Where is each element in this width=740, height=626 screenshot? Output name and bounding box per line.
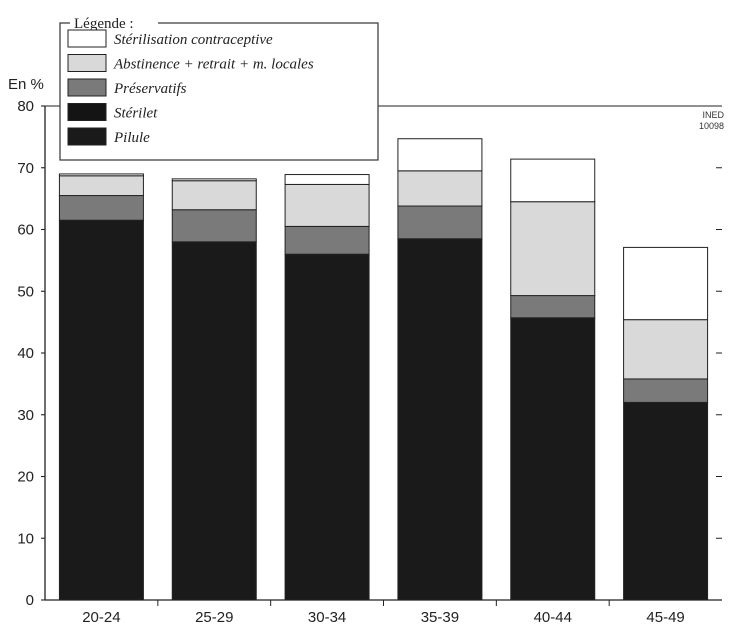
bar-segment-25-29-2 (171, 209, 257, 243)
bar-segment-30-34-4 (284, 174, 370, 185)
legend: Légende : Stérilisation contraceptive Abs… (59, 12, 379, 161)
legend-swatch (67, 54, 107, 72)
legend-title-backdrop (70, 12, 158, 32)
plot-frame (44, 105, 722, 601)
bar-segment-20-24-4 (58, 173, 144, 177)
y-tick-label: 70 (17, 160, 34, 177)
y-tick-label: 10 (17, 530, 34, 547)
bar-segment-25-29-0 (171, 241, 257, 601)
y-tick-label: 0 (26, 592, 34, 609)
legend-label: Stérilisation contraceptive (114, 32, 273, 48)
y-tick-label: 80 (17, 98, 34, 115)
legend-title: Légende : (74, 16, 134, 32)
y-tick-label: 60 (17, 222, 34, 239)
x-tick-label: 20-24 (82, 609, 120, 626)
legend-swatch (67, 103, 107, 121)
bar-segment-40-44-3 (510, 201, 596, 297)
bar-segment-35-39-3 (397, 170, 483, 207)
x-tick-label: 40-44 (534, 609, 572, 626)
y-axis: 0 10 20 30 40 50 60 70 80 (17, 98, 722, 609)
bars-group (58, 138, 709, 601)
x-axis: 20-24 25-29 30-34 35-39 40-44 45-49 (82, 600, 685, 626)
bar-segment-45-49-3 (623, 319, 709, 380)
legend-swatch (67, 29, 107, 48)
bar-segment-35-39-4 (397, 138, 483, 172)
y-tick-label: 30 (17, 407, 34, 424)
x-tick-label: 45-49 (646, 609, 684, 626)
bar-segment-40-44-2 (510, 295, 596, 319)
credit-line-2: 10098 (699, 121, 724, 131)
legend-swatch (67, 78, 107, 97)
bar-segment-25-29-3 (171, 180, 257, 211)
legend-box (59, 22, 379, 161)
x-tick-label: 25-29 (195, 609, 233, 626)
bar-segment-40-44-4 (510, 158, 596, 203)
bar-segment-35-39-0 (397, 238, 483, 601)
bar-segment-25-29-4 (171, 178, 257, 182)
legend-items: Stérilisation contraceptive Abstinence + … (67, 29, 314, 146)
y-tick-label: 20 (17, 469, 34, 486)
legend-label: Stérilet (114, 106, 158, 122)
legend-label: Abstinence + retrait + m. locales (113, 57, 314, 73)
y-tick-label: 50 (17, 283, 34, 300)
unit-label: En % (8, 76, 44, 93)
legend-label: Préservatifs (113, 81, 187, 97)
bar-segment-35-39-2 (397, 205, 483, 240)
bar-segment-30-34-2 (284, 225, 370, 255)
bar-segment-45-49-2 (623, 378, 709, 403)
y-tick-label: 40 (17, 345, 34, 362)
bar-segment-40-44-0 (510, 317, 596, 601)
legend-label: Pilule (113, 130, 150, 146)
x-tick-label: 30-34 (308, 609, 346, 626)
bar-segment-45-49-4 (623, 246, 709, 321)
bar-segment-30-34-0 (284, 253, 370, 601)
bar-segment-30-34-3 (284, 183, 370, 227)
legend-swatch (67, 127, 107, 146)
bar-segment-20-24-3 (58, 175, 144, 197)
bar-segment-20-24-2 (58, 195, 144, 221)
bar-segment-20-24-0 (58, 219, 144, 601)
x-tick-label: 35-39 (421, 609, 459, 626)
credit-line-1: INED (702, 110, 724, 120)
bar-segment-45-49-0 (623, 401, 709, 601)
